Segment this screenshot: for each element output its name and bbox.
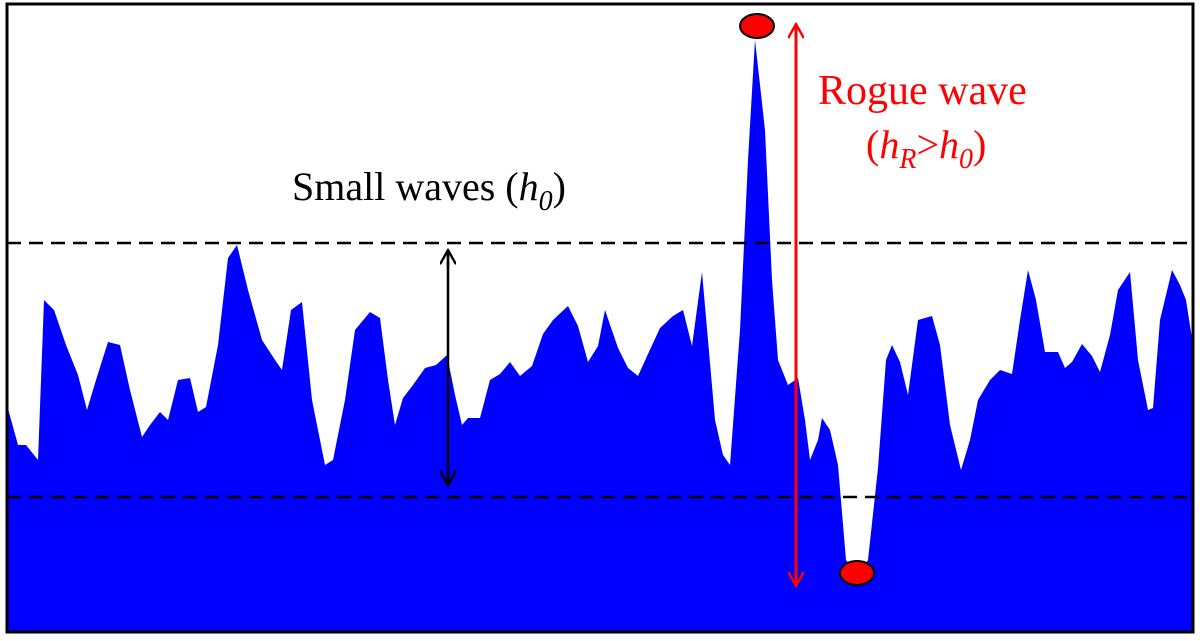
rogue-crest-marker bbox=[739, 13, 775, 39]
small-waves-label: Small waves (h0) bbox=[292, 164, 566, 217]
diagram-frame bbox=[5, 2, 1195, 634]
wave-surface bbox=[7, 40, 1193, 632]
rogue-wave-title: Rogue wave bbox=[818, 68, 1027, 114]
rogue-wave-relation: (hR>h0) bbox=[866, 122, 986, 175]
rogue-trough-marker bbox=[839, 560, 875, 586]
